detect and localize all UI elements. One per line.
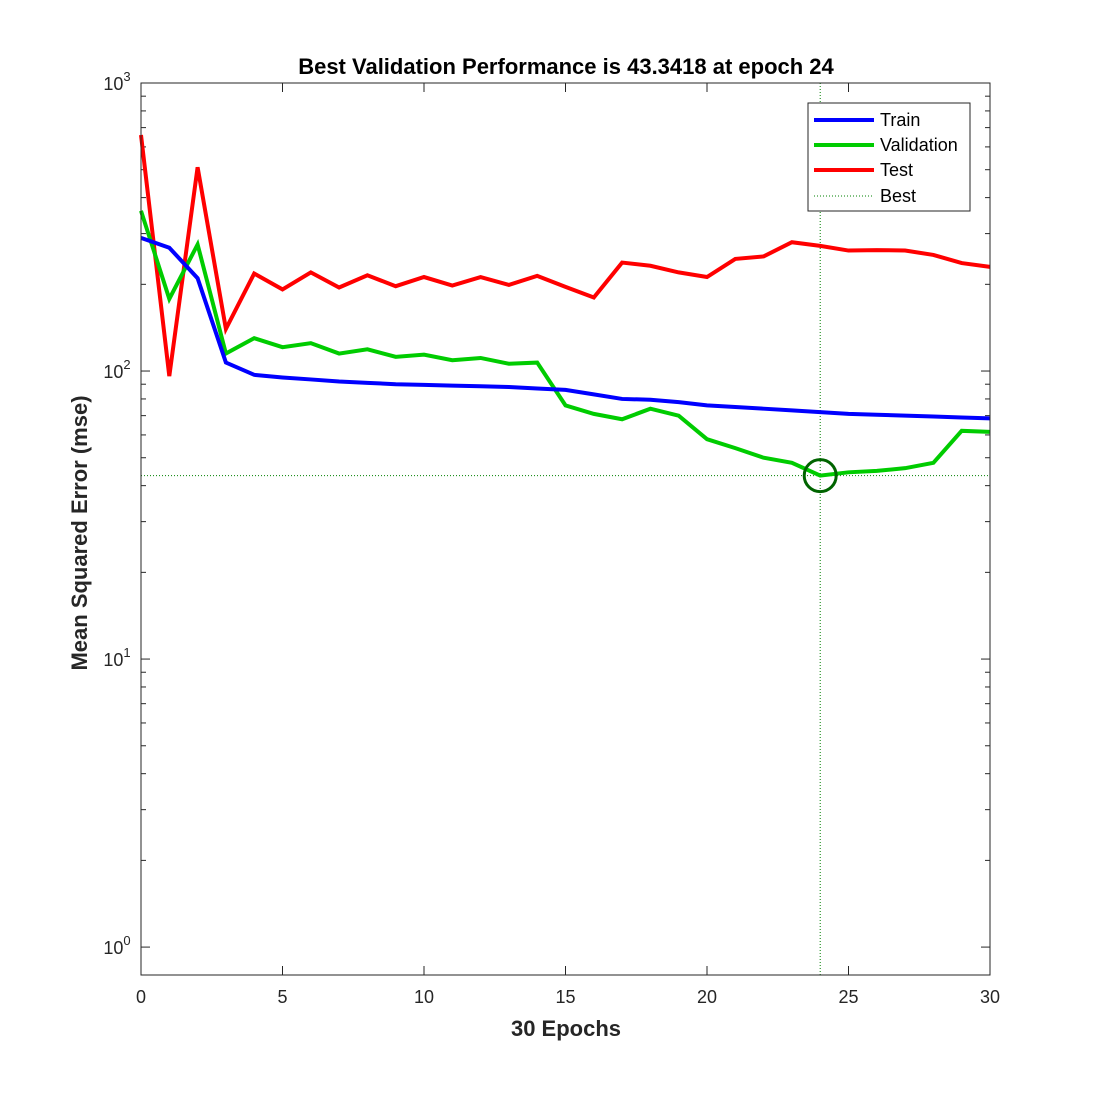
y-tick-labels: 100 101 102 103 (103, 69, 130, 958)
y-tick-label: 103 (103, 69, 130, 94)
y-tick-label: 101 (103, 645, 130, 670)
legend-label-best: Best (880, 186, 916, 206)
x-tick-labels: 0 5 10 15 20 25 30 (136, 987, 1000, 1007)
legend-label-train: Train (880, 110, 920, 130)
legend: Train Validation Test Best (807, 102, 971, 212)
x-tick-label: 15 (555, 987, 575, 1007)
series-line-validation (139, 210, 991, 478)
y-axis-label: Mean Squared Error (mse) (67, 395, 92, 670)
x-tick-label: 10 (414, 987, 434, 1007)
plot-area (141, 83, 990, 975)
x-tick-label: 25 (838, 987, 858, 1007)
y-tick-label: 102 (103, 357, 130, 382)
legend-label-validation: Validation (880, 135, 958, 155)
x-tick-label: 5 (277, 987, 287, 1007)
y-tick-label: 100 (103, 933, 130, 958)
plot-border (140, 82, 991, 976)
best-marker (802, 458, 838, 494)
x-axis-label: 30 Epochs (511, 1016, 621, 1041)
series-lines (139, 134, 991, 478)
chart-title: Best Validation Performance is 43.3418 a… (298, 54, 834, 79)
x-tick-label: 0 (136, 987, 146, 1007)
series-line-train (140, 235, 991, 421)
best-validation-circle (802, 458, 838, 494)
x-tick-label: 30 (980, 987, 1000, 1007)
legend-label-test: Test (880, 160, 913, 180)
x-tick-label: 20 (697, 987, 717, 1007)
series-line-test (139, 134, 991, 377)
best-marker-lines (141, 83, 990, 975)
